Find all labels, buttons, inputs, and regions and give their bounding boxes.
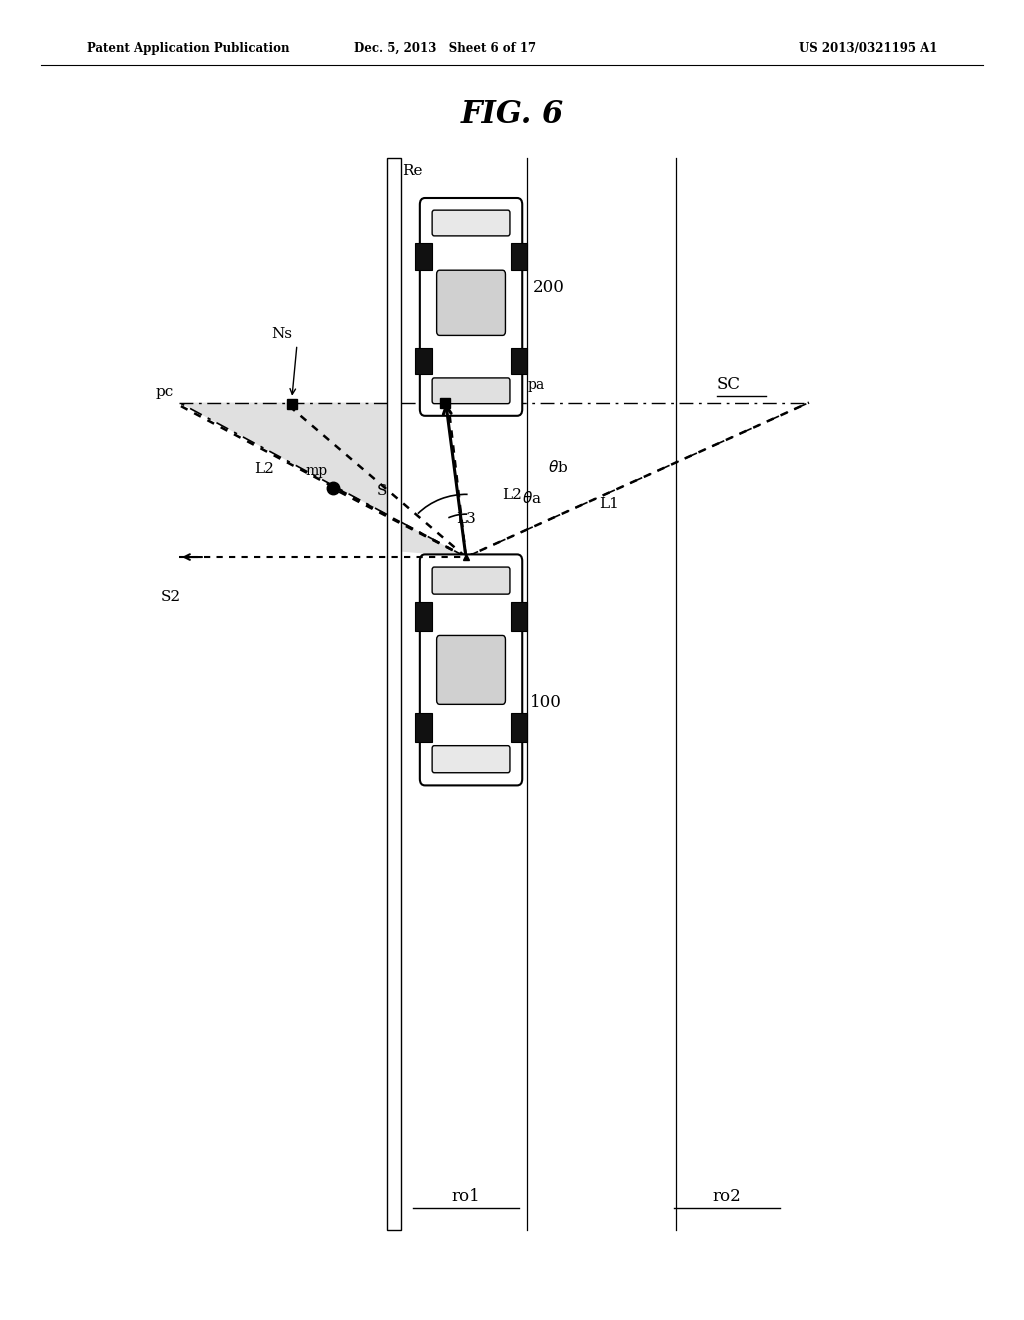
Text: US 2013/0321195 A1: US 2013/0321195 A1: [799, 42, 937, 55]
FancyBboxPatch shape: [436, 271, 506, 335]
FancyBboxPatch shape: [420, 554, 522, 785]
Text: FIG. 6: FIG. 6: [461, 99, 563, 129]
Text: Dec. 5, 2013   Sheet 6 of 17: Dec. 5, 2013 Sheet 6 of 17: [354, 42, 537, 55]
Bar: [415, 602, 431, 631]
FancyBboxPatch shape: [432, 746, 510, 772]
Text: pa: pa: [527, 378, 545, 392]
Text: pb: pb: [423, 364, 440, 379]
Text: S2: S2: [161, 590, 181, 605]
Text: L3: L3: [456, 512, 475, 525]
Text: $\theta$b: $\theta$b: [548, 459, 568, 475]
Text: Re: Re: [402, 164, 423, 178]
Polygon shape: [179, 403, 466, 557]
Bar: [511, 243, 527, 271]
Text: ro1: ro1: [452, 1188, 480, 1205]
Text: L1: L1: [599, 498, 618, 511]
FancyBboxPatch shape: [436, 635, 506, 705]
Bar: [511, 713, 527, 742]
FancyBboxPatch shape: [420, 198, 522, 416]
Text: S3: S3: [376, 484, 396, 498]
Text: Ns: Ns: [271, 326, 292, 341]
Text: L2: L2: [254, 462, 273, 475]
Text: SC: SC: [717, 376, 740, 393]
Text: Patent Application Publication: Patent Application Publication: [87, 42, 290, 55]
Text: mp: mp: [305, 463, 328, 478]
Text: L2: L2: [502, 488, 521, 502]
Bar: [415, 243, 431, 271]
Text: 100: 100: [530, 694, 562, 711]
Text: $\theta$a: $\theta$a: [522, 490, 542, 506]
FancyBboxPatch shape: [432, 568, 510, 594]
Text: 200: 200: [532, 279, 564, 296]
FancyBboxPatch shape: [432, 210, 510, 236]
Bar: [387, 158, 401, 1230]
Bar: [415, 348, 431, 375]
Bar: [511, 348, 527, 375]
FancyBboxPatch shape: [432, 378, 510, 404]
Bar: [415, 713, 431, 742]
Bar: [511, 602, 527, 631]
Text: ro2: ro2: [713, 1188, 741, 1205]
Text: 1: 1: [488, 570, 500, 589]
Text: pc: pc: [156, 384, 174, 399]
Text: rp: rp: [456, 375, 471, 389]
